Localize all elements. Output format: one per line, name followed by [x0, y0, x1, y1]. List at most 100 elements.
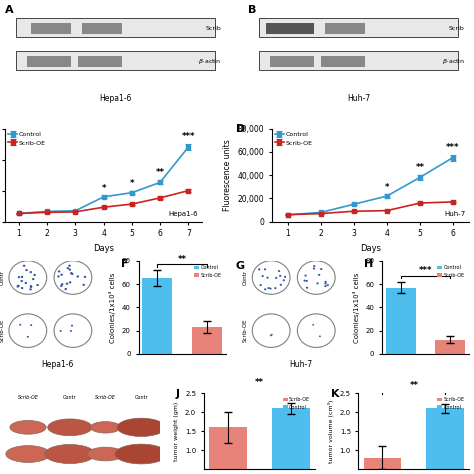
- Circle shape: [280, 284, 282, 286]
- Text: F: F: [121, 259, 128, 269]
- Bar: [270, 55, 314, 67]
- Text: Contr: Contr: [135, 394, 148, 400]
- Circle shape: [30, 285, 32, 287]
- Y-axis label: tumor volume (cm³): tumor volume (cm³): [328, 400, 334, 463]
- Text: **: **: [255, 378, 264, 386]
- Text: **: **: [410, 382, 419, 391]
- Circle shape: [23, 264, 26, 267]
- Circle shape: [71, 325, 73, 327]
- Circle shape: [284, 276, 286, 278]
- Text: B: B: [248, 5, 256, 15]
- Circle shape: [252, 314, 290, 347]
- Circle shape: [318, 274, 320, 276]
- Circle shape: [270, 335, 272, 336]
- Legend: Control, Scrib-OE: Control, Scrib-OE: [8, 132, 46, 146]
- Bar: [27, 55, 71, 67]
- Text: Hepa1-6: Hepa1-6: [99, 94, 131, 103]
- Circle shape: [313, 265, 315, 267]
- Circle shape: [320, 268, 322, 270]
- Circle shape: [60, 273, 63, 276]
- Bar: [259, 18, 458, 37]
- Text: Hepa1-6: Hepa1-6: [41, 360, 73, 369]
- Bar: [364, 458, 401, 474]
- Text: Hepa1-6: Hepa1-6: [169, 211, 199, 217]
- Circle shape: [258, 268, 260, 270]
- Circle shape: [30, 286, 32, 288]
- Circle shape: [60, 330, 62, 332]
- Circle shape: [17, 285, 20, 287]
- Legend: Scrib-OE, Control: Scrib-OE, Control: [281, 395, 312, 412]
- Bar: [386, 288, 416, 354]
- Circle shape: [66, 283, 68, 285]
- Circle shape: [68, 264, 71, 267]
- Ellipse shape: [6, 446, 50, 463]
- Circle shape: [25, 282, 27, 284]
- Circle shape: [30, 324, 32, 326]
- Bar: [16, 51, 215, 70]
- Text: Scrib-OE: Scrib-OE: [243, 319, 248, 342]
- Circle shape: [36, 284, 39, 286]
- Circle shape: [18, 276, 20, 278]
- Text: Scrib: Scrib: [449, 26, 465, 31]
- Text: **: **: [178, 255, 187, 264]
- Text: J: J: [176, 389, 180, 399]
- Circle shape: [58, 270, 60, 273]
- Text: Scrib-OE: Scrib-OE: [18, 394, 38, 400]
- Text: Scrib: Scrib: [206, 26, 221, 31]
- Text: Huh-7: Huh-7: [347, 94, 370, 103]
- Text: *: *: [101, 183, 106, 192]
- Circle shape: [84, 276, 86, 278]
- Circle shape: [312, 324, 314, 326]
- Text: Scrib-OE: Scrib-OE: [95, 394, 116, 400]
- Circle shape: [70, 272, 73, 274]
- Circle shape: [77, 275, 79, 278]
- Circle shape: [306, 280, 308, 282]
- Circle shape: [19, 324, 21, 326]
- Text: **: **: [415, 164, 424, 173]
- Ellipse shape: [115, 444, 167, 464]
- Text: G: G: [236, 261, 245, 271]
- Circle shape: [60, 285, 63, 287]
- Circle shape: [327, 284, 329, 286]
- Legend: Scrib-OE, Control: Scrib-OE, Control: [436, 395, 467, 412]
- Ellipse shape: [87, 447, 124, 461]
- Bar: [259, 51, 458, 70]
- Bar: [209, 428, 246, 474]
- Text: Scrib-OE: Scrib-OE: [0, 319, 4, 342]
- Circle shape: [271, 334, 273, 336]
- Text: ***: ***: [446, 143, 459, 152]
- Circle shape: [61, 283, 64, 285]
- Circle shape: [20, 280, 23, 282]
- Circle shape: [264, 288, 266, 291]
- Circle shape: [278, 270, 280, 272]
- Circle shape: [316, 283, 319, 284]
- Circle shape: [9, 261, 47, 294]
- Bar: [266, 23, 314, 35]
- Circle shape: [324, 281, 327, 283]
- Circle shape: [57, 275, 60, 278]
- Text: ***: ***: [182, 132, 195, 141]
- Bar: [272, 408, 310, 474]
- Circle shape: [54, 314, 92, 347]
- Bar: [31, 23, 71, 35]
- Circle shape: [275, 277, 277, 279]
- Text: Huh-7: Huh-7: [289, 360, 312, 369]
- Circle shape: [266, 277, 269, 279]
- Circle shape: [324, 285, 327, 287]
- Legend: Control, Scrib-OE: Control, Scrib-OE: [275, 132, 313, 146]
- Circle shape: [82, 284, 85, 286]
- Text: Contr: Contr: [63, 394, 77, 400]
- Y-axis label: Fluorescence units: Fluorescence units: [223, 139, 232, 211]
- Circle shape: [279, 275, 282, 277]
- Circle shape: [54, 261, 92, 294]
- Circle shape: [9, 314, 47, 347]
- Text: Contr: Contr: [0, 270, 4, 285]
- Y-axis label: Colonies/1x10³ cells: Colonies/1x10³ cells: [109, 272, 116, 343]
- Circle shape: [269, 288, 272, 290]
- Y-axis label: Colonies/1x10³ cells: Colonies/1x10³ cells: [353, 272, 360, 343]
- Text: Contr: Contr: [243, 270, 248, 285]
- Text: D: D: [236, 124, 245, 134]
- Circle shape: [267, 287, 270, 289]
- Bar: [326, 23, 365, 35]
- Ellipse shape: [117, 418, 165, 437]
